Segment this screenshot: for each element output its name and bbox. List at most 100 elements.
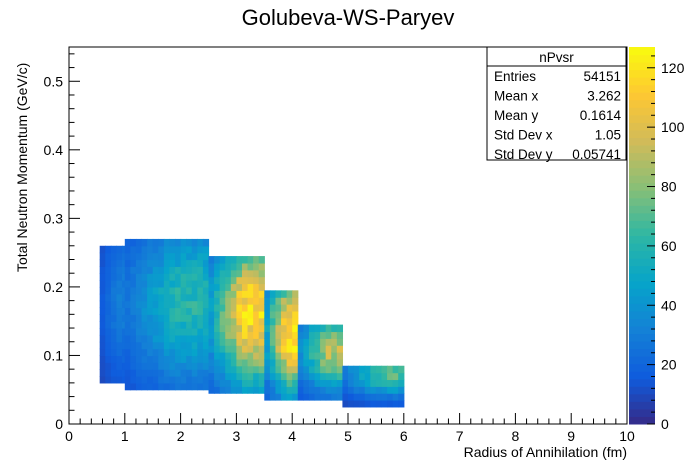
heatmap-cell <box>180 328 187 336</box>
heatmap-cell <box>175 369 182 377</box>
heatmap-cell <box>219 345 226 353</box>
heatmap-cell <box>308 331 316 339</box>
heatmap-cell <box>197 334 204 343</box>
heatmap-cell <box>292 338 299 346</box>
heatmap-cell <box>225 331 232 339</box>
heatmap-cell <box>116 348 123 357</box>
heatmap-cell <box>180 341 187 350</box>
heatmap-cell <box>197 382 204 391</box>
heatmap-cell <box>130 245 137 254</box>
color-scale-step <box>629 205 655 214</box>
chart-title: Golubeva-WS-Paryev <box>242 5 455 30</box>
x-tick-label: 8 <box>512 428 520 444</box>
heatmap-cell <box>370 393 377 401</box>
heatmap-cell <box>247 338 254 346</box>
heatmap-cell <box>214 276 221 285</box>
heatmap-cell <box>105 376 112 384</box>
heatmap-cell <box>281 386 288 394</box>
heatmap-cell <box>110 369 118 377</box>
heatmap-cell <box>163 273 171 281</box>
heatmap-cell <box>130 376 137 384</box>
heatmap-cell <box>230 297 237 305</box>
heatmap-cell <box>314 345 321 353</box>
heatmap-cell <box>214 365 221 374</box>
heatmap-cell <box>141 252 148 261</box>
heatmap-cell <box>303 358 310 367</box>
heatmap-cell <box>135 334 143 343</box>
heatmap-cell <box>331 386 338 394</box>
heatmap-cell <box>186 307 193 315</box>
heatmap-cell <box>163 341 171 350</box>
heatmap-cell <box>175 273 182 281</box>
heatmap-cell <box>214 297 221 305</box>
heatmap-cell <box>381 386 388 394</box>
heatmap-cell <box>197 293 204 302</box>
color-scale-step <box>629 356 655 365</box>
heatmap-cell <box>375 379 383 387</box>
heatmap-cell <box>147 348 154 357</box>
heatmap-cell <box>186 259 193 267</box>
heatmap-cell <box>286 345 293 353</box>
heatmap-cell <box>180 245 187 254</box>
heatmap-cell <box>392 379 399 387</box>
heatmap-cell <box>381 372 388 381</box>
color-scale-step <box>629 310 655 319</box>
heatmap-cell <box>135 369 143 377</box>
heatmap-cell <box>105 280 112 288</box>
heatmap-cell <box>152 273 159 281</box>
heatmap-cell <box>253 358 260 367</box>
heatmap-cell <box>392 386 399 394</box>
heatmap-cell <box>292 372 299 381</box>
heatmap-cell <box>152 334 159 343</box>
heatmap-cell <box>158 376 165 384</box>
heatmap-cell <box>236 352 243 360</box>
heatmap-cell <box>353 379 360 387</box>
heatmap-cell <box>202 273 210 281</box>
heatmap-cell <box>219 297 226 305</box>
heatmap-cell <box>219 324 226 333</box>
heatmap-cell <box>202 266 210 274</box>
heatmap-cell <box>180 238 187 247</box>
heatmap-cell <box>180 266 187 274</box>
heatmap-cell <box>169 362 176 370</box>
heatmap-cell <box>197 369 204 377</box>
heatmap-cell <box>230 324 237 333</box>
color-scale-tick-label: 0 <box>661 416 669 432</box>
heatmap-cell <box>314 386 321 394</box>
heatmap-cell <box>130 286 137 295</box>
heatmap-cell <box>180 382 187 391</box>
heatmap-cell <box>158 362 165 370</box>
heatmap-cell <box>253 276 260 285</box>
heatmap-cell <box>264 358 271 367</box>
heatmap-cell <box>264 290 271 298</box>
heatmap-cell <box>314 338 321 346</box>
heatmap-cell <box>258 283 265 291</box>
heatmap-cell <box>286 304 293 312</box>
heatmap-cell <box>208 345 215 353</box>
stats-row-value: 0.05741 <box>572 147 621 162</box>
heatmap-cell <box>152 259 159 267</box>
stats-row-value: 54151 <box>583 69 621 84</box>
heatmap-cell <box>152 314 159 322</box>
heatmap-cell <box>180 286 187 295</box>
heatmap-cell <box>152 321 159 329</box>
heatmap-cell <box>286 365 293 374</box>
color-scale-step <box>629 62 655 71</box>
heatmap-cell <box>152 362 159 370</box>
heatmap-cell <box>281 317 288 326</box>
heatmap-cell <box>258 269 265 278</box>
heatmap-cell <box>175 328 182 336</box>
heatmap-cell <box>141 273 148 281</box>
heatmap-cell <box>336 365 344 374</box>
heatmap-cell <box>230 352 237 360</box>
x-tick-label: 9 <box>567 428 575 444</box>
heatmap-cell <box>202 286 210 295</box>
heatmap-cell <box>124 252 131 261</box>
heatmap-cell <box>258 358 265 367</box>
heatmap-cell <box>141 280 148 288</box>
heatmap-cell <box>264 365 271 374</box>
heatmap-cell <box>225 345 232 353</box>
heatmap-cell <box>110 266 118 274</box>
heatmap-cell <box>208 372 215 381</box>
heatmap-cell <box>110 314 118 322</box>
